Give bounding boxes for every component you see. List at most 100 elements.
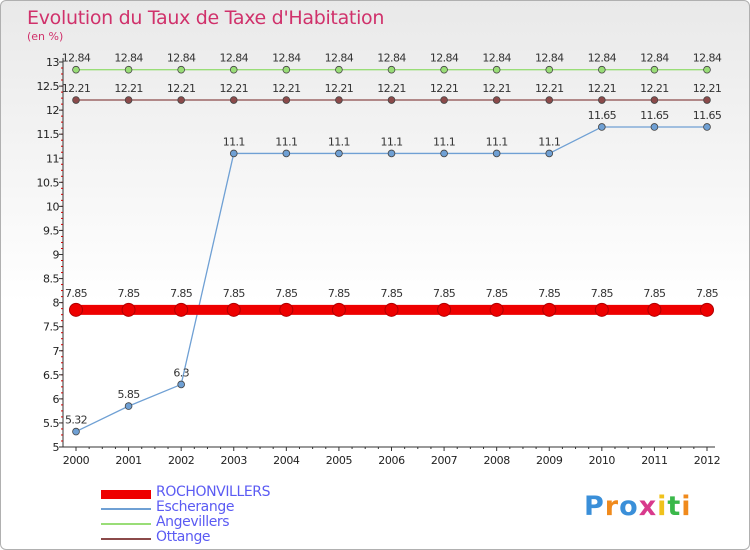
data-point [703,65,711,74]
data-point [598,65,606,74]
legend-swatch [101,508,151,510]
data-label: 11.1 [223,135,245,148]
data-label: 12.84 [535,52,564,65]
data-label: 7.85 [643,287,666,300]
data-label: 7.85 [380,287,403,300]
data-point [492,96,501,104]
data-label: 12.21 [640,82,669,95]
logo-letter: o [619,491,639,522]
data-label: 12.21 [693,82,722,95]
x-tick-label: 2010 [589,454,616,467]
data-label: 12.84 [220,52,249,65]
x-tick-label: 2002 [168,454,194,467]
data-label: 12.84 [167,52,196,65]
legend-swatch [101,538,151,540]
data-point [177,380,185,389]
y-tick-label: 9 [53,249,60,262]
x-tick-label: 2008 [483,454,510,467]
data-point [282,149,291,158]
data-point [598,96,606,104]
legend-label: Ottange [156,529,211,545]
data-point [387,65,396,74]
data-point [177,65,185,74]
data-label: 11.1 [433,135,455,148]
data-point [437,302,452,317]
data-label: 12.84 [114,52,143,65]
data-point [387,149,396,158]
data-point [335,65,343,74]
legend-item: Angevillers [101,514,361,532]
data-point [598,123,606,131]
x-tick-label: 2007 [431,454,458,467]
legend-item: Escherange [101,499,361,517]
x-tick-label: 2003 [221,454,248,467]
data-label: 12.84 [482,52,511,65]
data-label: 7.85 [170,287,193,300]
x-tick-label: 2009 [536,454,563,467]
data-point [440,149,448,158]
x-tick-label: 2000 [63,454,90,467]
y-tick-label: 12 [46,104,59,117]
data-point [387,96,396,104]
data-point [650,96,659,104]
data-point [124,402,133,410]
data-label: 7.85 [65,287,88,300]
data-point [440,96,448,104]
logo-letter: P [584,491,605,522]
data-point [440,65,448,74]
y-tick-label: 5 [53,441,60,454]
y-tick-label: 11.5 [37,128,60,141]
data-label: 12.21 [430,82,459,95]
y-tick-label: 10 [46,200,59,213]
data-label: 11.1 [486,135,508,148]
legend-item: ROCHONVILLERS [101,484,361,502]
y-tick-label: 6.5 [43,369,59,382]
y-tick-label: 5.5 [43,417,59,430]
data-label: 12.21 [220,82,249,95]
x-tick-label: 2006 [378,454,405,467]
data-point [703,123,711,131]
data-point [72,96,80,104]
data-label: 12.21 [272,82,301,95]
y-tick-label: 6 [53,393,60,406]
data-point [124,65,133,74]
data-point [335,149,343,158]
data-point [279,302,294,317]
data-point [650,65,659,74]
data-point [229,149,238,158]
data-label: 7.85 [223,287,246,300]
data-point [650,123,659,131]
chart-title: Evolution du Taux de Taxe d'Habitation [27,7,385,29]
data-label: 12.21 [377,82,406,95]
legend-label: Angevillers [156,514,230,530]
data-label: 12.84 [640,52,669,65]
data-point [331,302,346,317]
data-point [229,96,238,104]
y-tick-label: 11 [46,152,59,165]
data-label: 12.84 [62,52,91,65]
data-label: 12.21 [167,82,196,95]
data-point [545,96,554,104]
y-tick-label: 8.5 [43,273,59,286]
data-label: 11.65 [588,109,617,122]
data-point [282,96,291,104]
data-point [492,149,501,158]
data-point [700,302,714,317]
data-label: 11.65 [693,109,722,122]
x-tick-label: 2005 [326,454,353,467]
y-tick-label: 9.5 [43,224,59,237]
y-tick-label: 12.5 [37,80,60,93]
legend-swatch [101,489,151,499]
logo-letter: t [667,491,682,522]
data-label: 11.1 [275,135,297,148]
data-point [489,302,504,317]
chart-subtitle: (en %) [27,30,64,43]
data-point [174,302,189,317]
logo-letter: x [638,491,658,522]
data-point [542,302,557,317]
y-tick-label: 7 [53,345,60,358]
legend-label: Escherange [156,499,235,515]
y-tick-label: 7.5 [43,321,59,334]
